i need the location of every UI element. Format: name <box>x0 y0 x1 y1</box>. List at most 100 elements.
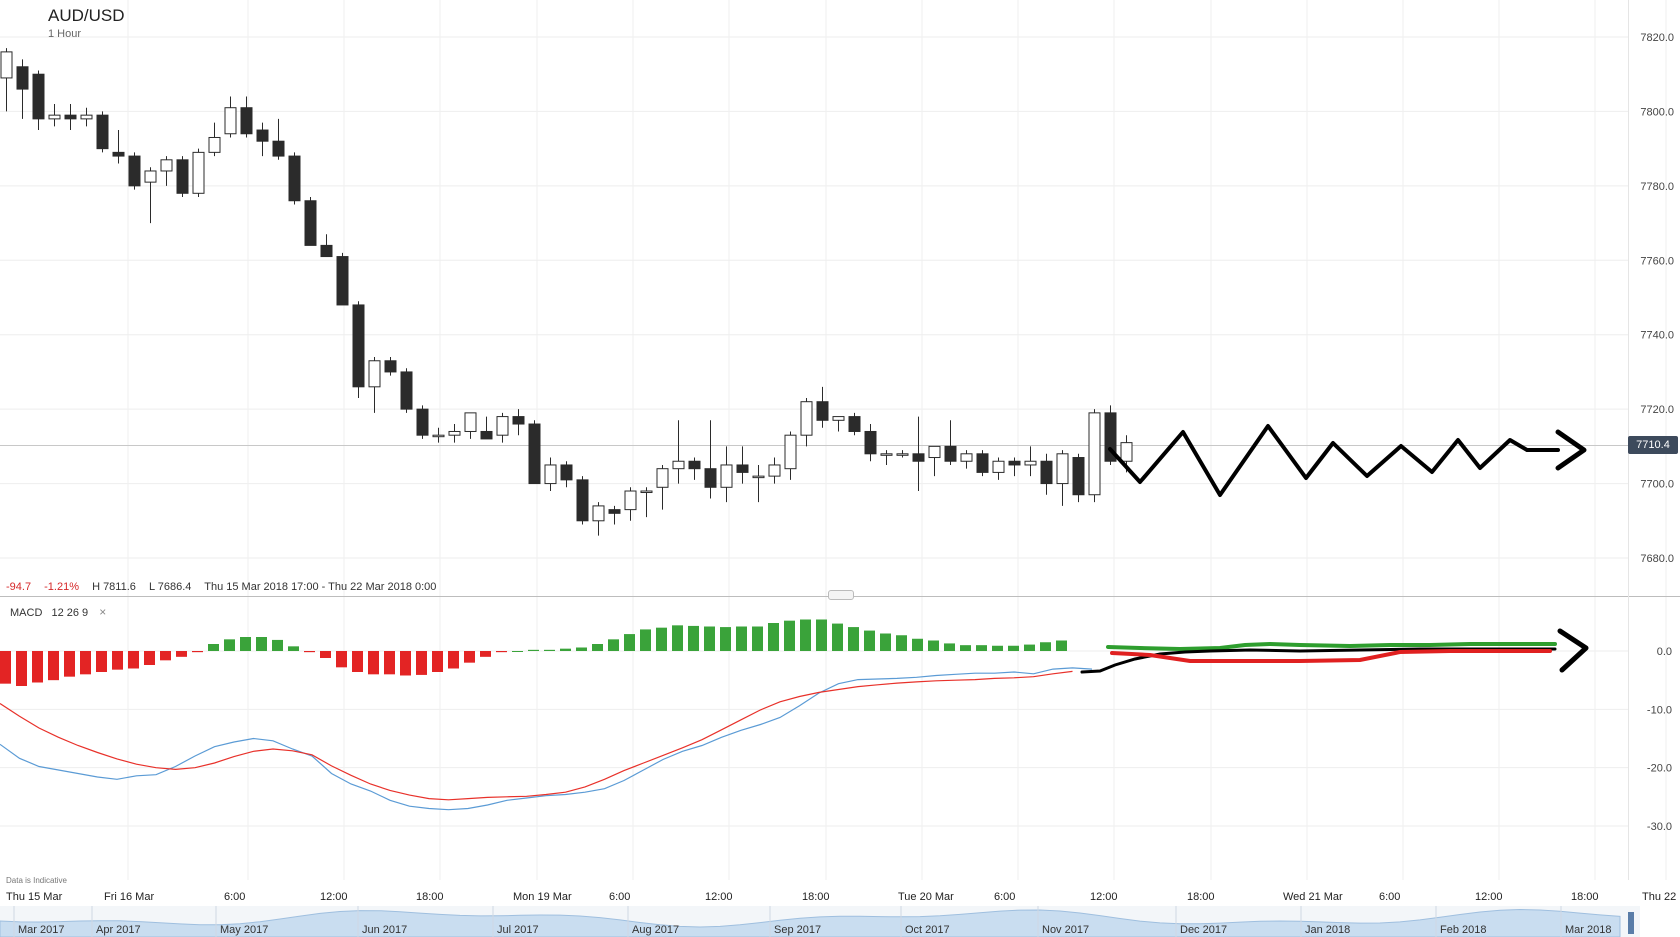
time-axis-label: 18:00 <box>1187 891 1215 903</box>
time-axis-label: Fri 16 Mar <box>104 891 154 903</box>
navigator-label: Oct 2017 <box>905 924 950 936</box>
candle-body <box>960 453 973 462</box>
time-axis-label: Thu 22 I <box>1642 891 1680 903</box>
macd-histogram-bar <box>32 651 43 683</box>
navigator-label: May 2017 <box>220 924 268 936</box>
macd-remove-button[interactable]: × <box>99 605 107 619</box>
price-axis-label: 7780.0 <box>1640 181 1674 193</box>
candle-body <box>528 423 541 485</box>
time-axis-label: 6:00 <box>609 891 630 903</box>
candle-body <box>736 464 749 473</box>
macd-histogram-bar <box>944 643 955 651</box>
navigator-label: Dec 2017 <box>1180 924 1227 936</box>
navigator-label: Sep 2017 <box>774 924 821 936</box>
time-axis-label: 12:00 <box>1475 891 1503 903</box>
candle-body <box>448 430 461 436</box>
candle-body <box>192 151 205 194</box>
macd-drawn-red-line <box>1110 649 1552 663</box>
candle-body <box>80 114 93 120</box>
navigator-selection-handle[interactable] <box>1628 912 1634 934</box>
navigator-bar[interactable]: Mar 2017 Apr 2017 May 2017 Jun 2017 Jul 2017… <box>0 906 1640 937</box>
macd-drawn-black-line <box>1080 647 1557 674</box>
macd-histogram-bar <box>480 651 491 657</box>
macd-histogram-bar <box>544 649 555 651</box>
macd-histogram-bar <box>240 637 251 651</box>
price-axis-label: 7720.0 <box>1640 404 1674 416</box>
candle-body <box>576 479 589 522</box>
candle-body <box>48 114 61 120</box>
macd-name: MACD <box>10 607 43 619</box>
candle-body <box>336 256 349 306</box>
macd-histogram-bar <box>304 651 315 653</box>
candle-body <box>240 107 253 135</box>
candle-body <box>544 464 557 485</box>
pane-resize-handle[interactable] <box>828 590 854 600</box>
time-axis-label: Thu 15 Mar <box>6 891 63 903</box>
candle-body <box>896 453 909 456</box>
macd-histogram-bar <box>432 651 443 672</box>
navigator-label: Mar 2017 <box>18 924 64 936</box>
candle-body <box>96 114 109 150</box>
macd-histogram-bar <box>320 651 331 658</box>
macd-histogram-bar <box>608 639 619 651</box>
grid-lines <box>0 0 1667 880</box>
candle-body <box>368 360 381 388</box>
price-axis-label: 7800.0 <box>1640 106 1674 118</box>
candle-body <box>320 244 333 258</box>
navigator-label: Feb 2018 <box>1440 924 1486 936</box>
time-axis-label: 12:00 <box>1090 891 1118 903</box>
macd-axis-label: -20.0 <box>1647 763 1672 775</box>
macd-histogram-bar <box>624 634 635 651</box>
macd-histogram-bar <box>96 651 107 672</box>
period-range: Thu 15 Mar 2018 17:00 - Thu 22 Mar 2018 … <box>204 581 437 593</box>
macd-histogram-bar <box>656 627 667 651</box>
macd-histogram-bar <box>880 633 891 651</box>
macd-histogram-bar <box>1024 644 1035 651</box>
navigator-labels: Mar 2017 Apr 2017 May 2017 Jun 2017 Jul 2017… <box>13 906 1611 937</box>
macd-axis-label: -30.0 <box>1647 821 1672 833</box>
macd-histogram-bar <box>976 645 987 651</box>
navigator-label: Apr 2017 <box>96 924 141 936</box>
time-axis-label: 12:00 <box>705 891 733 903</box>
macd-histogram-bar <box>1056 640 1067 651</box>
macd-histogram-bar <box>528 649 539 651</box>
macd-histogram-bar <box>992 645 1003 651</box>
candle-body <box>1120 442 1133 462</box>
macd-histogram-bar <box>160 651 171 661</box>
time-axis-label: 6:00 <box>1379 891 1400 903</box>
candlestick-series <box>0 48 1133 536</box>
navigator-label: Jul 2017 <box>497 924 539 936</box>
macd-histogram-bar <box>48 651 59 681</box>
candle-body <box>32 73 45 120</box>
macd-histogram-bar <box>704 626 715 651</box>
candle-body <box>640 490 653 494</box>
time-axis-label: Mon 19 Mar <box>513 891 572 903</box>
time-axis-label: 12:00 <box>320 891 348 903</box>
candle-body <box>752 475 765 479</box>
candle-body <box>784 434 797 470</box>
macd-drawn-green-line <box>1106 641 1557 652</box>
candle-body <box>160 159 173 172</box>
macd-histogram-bar <box>688 625 699 651</box>
candle-body <box>416 408 429 436</box>
candle-body <box>992 460 1005 473</box>
macd-lines <box>0 667 1093 811</box>
candle-body <box>272 140 285 157</box>
candle-body <box>928 445 941 459</box>
macd-histogram-bar <box>336 651 347 668</box>
macd-histogram-bar <box>672 625 683 651</box>
macd-histogram-bar <box>592 644 603 651</box>
candle-body <box>624 490 637 511</box>
candle-body <box>688 460 701 470</box>
chart-interval: 1 Hour <box>48 28 82 40</box>
candle-body <box>384 360 397 373</box>
candle-body <box>848 416 861 432</box>
macd-histogram-bar <box>736 626 747 651</box>
macd-histogram-bar <box>640 629 651 651</box>
macd-histogram-bar <box>448 651 459 669</box>
macd-histogram-bar <box>352 651 363 672</box>
candle-body <box>16 66 29 90</box>
candle-body <box>1024 460 1037 466</box>
macd-histogram-bar <box>752 626 763 651</box>
